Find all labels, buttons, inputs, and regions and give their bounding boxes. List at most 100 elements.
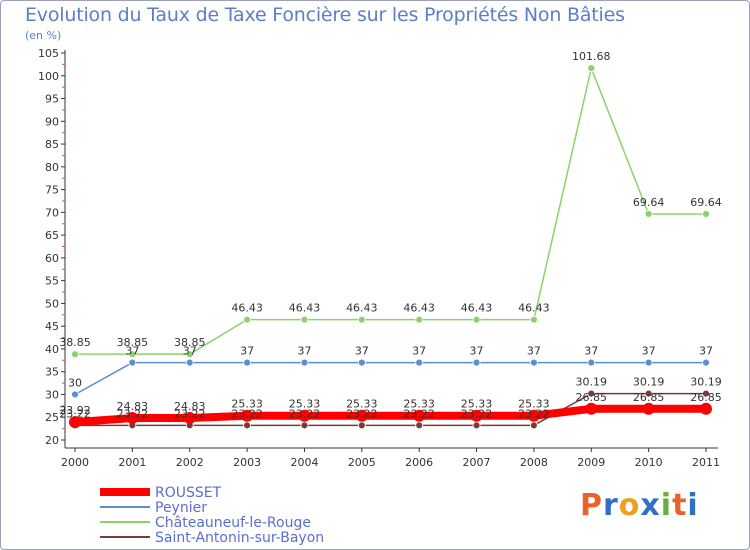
data-label: 25.33: [403, 398, 435, 411]
data-label: 46.43: [461, 302, 493, 315]
data-label: 37: [642, 345, 656, 358]
data-point: [530, 315, 538, 324]
data-point: [472, 421, 481, 430]
x-tick-label: 2003: [233, 456, 261, 469]
data-label: 38.85: [174, 336, 206, 349]
data-label: 46.43: [346, 302, 378, 315]
x-tick-label: 2007: [463, 456, 491, 469]
data-label: 25.33: [461, 398, 493, 411]
data-point: [243, 315, 251, 324]
x-tick-label: 2008: [520, 456, 548, 469]
data-label: 38.85: [59, 336, 91, 349]
data-label: 23.22: [518, 407, 550, 420]
data-label: 23.22: [231, 407, 263, 420]
data-point: [357, 315, 366, 324]
data-point: [298, 409, 311, 422]
data-label: 24.83: [174, 400, 206, 413]
data-point: [700, 402, 712, 415]
series-line-2: [74, 67, 707, 355]
data-label: 30.19: [690, 376, 722, 389]
data-label: 25.33: [289, 398, 321, 411]
y-tick-label: 70: [45, 206, 59, 219]
data-label: 37: [297, 345, 311, 358]
data-point: [243, 421, 251, 430]
y-tick-label: 55: [45, 275, 59, 288]
y-tick-label: 35: [45, 366, 59, 379]
data-point: [357, 421, 366, 430]
data-point: [644, 389, 653, 398]
data-label: 23.22: [403, 407, 435, 420]
data-point: [415, 421, 424, 430]
y-tick-label: 45: [45, 320, 59, 333]
data-label: 25.33: [518, 398, 550, 411]
data-point: [413, 409, 426, 422]
y-tick-label: 60: [45, 252, 59, 265]
data-label: 30.19: [576, 376, 608, 389]
data-label: 23.22: [117, 407, 149, 420]
y-tick-label: 85: [45, 138, 59, 151]
data-label: 30: [68, 376, 82, 389]
legend-label: Peynier: [155, 500, 207, 516]
data-label: 37: [355, 345, 369, 358]
data-point: [185, 350, 194, 359]
y-tick-label: 50: [45, 297, 59, 310]
data-label: 37: [699, 345, 713, 358]
y-tick-label: 80: [45, 161, 59, 174]
data-label: 23.22: [59, 407, 91, 420]
data-label: 37: [125, 345, 139, 358]
data-label: 38.85: [117, 336, 149, 349]
data-label: 37: [527, 345, 541, 358]
data-label: 46.43: [518, 302, 550, 315]
data-label: 24.83: [117, 400, 149, 413]
data-label: 46.43: [403, 302, 435, 315]
data-label: 26.85: [576, 391, 608, 404]
data-label: 37: [412, 345, 426, 358]
data-point: [702, 358, 710, 367]
data-point: [702, 389, 710, 398]
x-tick-label: 2000: [61, 456, 89, 469]
data-label: 30.19: [633, 376, 665, 389]
y-tick-label: 90: [45, 115, 59, 128]
data-point: [71, 390, 79, 399]
y-tick-label: 95: [45, 93, 59, 106]
x-tick-label: 2005: [348, 456, 376, 469]
data-point: [527, 409, 540, 422]
data-point: [71, 350, 79, 359]
data-point: [415, 315, 424, 324]
data-label: 26.85: [633, 391, 665, 404]
data-point: [702, 210, 710, 218]
data-label: 37: [183, 345, 197, 358]
data-point: [300, 421, 309, 430]
series-line-1: [74, 361, 707, 396]
data-label: 23.22: [174, 407, 206, 420]
data-label: 23.22: [461, 407, 493, 420]
y-tick-label: 65: [45, 229, 59, 242]
data-point: [644, 210, 653, 218]
legend-label: Châteauneuf-le-Rouge: [155, 515, 311, 531]
data-label: 26.85: [690, 391, 722, 404]
data-point: [300, 358, 309, 367]
data-label: 101.68: [572, 50, 611, 63]
data-label: 37: [470, 345, 484, 358]
data-label: 69.64: [633, 196, 665, 209]
data-point: [69, 416, 81, 429]
legend-label: ROUSSET: [155, 485, 222, 501]
data-point: [530, 358, 538, 367]
data-point: [355, 409, 368, 422]
series-line-3: [74, 392, 707, 427]
y-tick-label: 75: [45, 184, 59, 197]
y-tick-label: 20: [45, 434, 59, 447]
x-tick-label: 2006: [405, 456, 433, 469]
x-tick-label: 2001: [118, 456, 146, 469]
data-label: 37: [584, 345, 598, 358]
y-tick-label: 25: [45, 411, 59, 424]
data-point: [530, 421, 538, 430]
data-point: [183, 412, 196, 425]
data-point: [472, 358, 481, 367]
data-label: 46.43: [231, 302, 263, 315]
x-tick-label: 2004: [290, 456, 318, 469]
data-point: [241, 409, 254, 422]
unit-label: (en %): [25, 29, 62, 42]
